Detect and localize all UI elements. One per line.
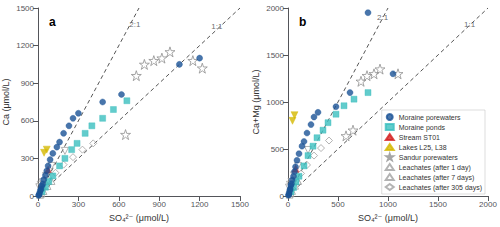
svg-text:Ca+Mg (μmol/L): Ca+Mg (μmol/L) bbox=[251, 70, 261, 135]
svg-text:2:1: 2:1 bbox=[377, 13, 389, 22]
svg-text:SO₄²⁻ (μmol/L): SO₄²⁻ (μmol/L) bbox=[358, 213, 418, 223]
svg-text:500: 500 bbox=[331, 200, 345, 209]
svg-text:600: 600 bbox=[21, 116, 35, 125]
svg-text:2000: 2000 bbox=[266, 4, 284, 13]
svg-text:300: 300 bbox=[72, 200, 86, 209]
svg-text:0: 0 bbox=[280, 192, 285, 201]
svg-text:500: 500 bbox=[271, 145, 285, 154]
svg-text:1:1: 1:1 bbox=[464, 20, 476, 29]
svg-text:Lakes L25, L38: Lakes L25, L38 bbox=[399, 144, 447, 151]
svg-text:Stream ST01: Stream ST01 bbox=[399, 134, 440, 141]
svg-text:a: a bbox=[49, 15, 56, 29]
svg-text:Leachates (after 1 day): Leachates (after 1 day) bbox=[399, 164, 471, 172]
svg-text:0: 0 bbox=[286, 200, 291, 209]
svg-text:2:1: 2:1 bbox=[129, 20, 141, 29]
svg-text:900: 900 bbox=[21, 79, 35, 88]
svg-text:1000: 1000 bbox=[379, 200, 397, 209]
svg-text:Leachates (after 305 days): Leachates (after 305 days) bbox=[399, 184, 482, 192]
svg-text:900: 900 bbox=[153, 200, 167, 209]
svg-text:0: 0 bbox=[30, 192, 35, 201]
svg-text:1200: 1200 bbox=[16, 41, 34, 50]
svg-text:SO₄²⁻ (μmol/L): SO₄²⁻ (μmol/L) bbox=[109, 213, 169, 223]
svg-text:Moraine ponds: Moraine ponds bbox=[399, 124, 446, 132]
svg-text:1000: 1000 bbox=[266, 98, 284, 107]
svg-text:1200: 1200 bbox=[191, 200, 209, 209]
svg-text:600: 600 bbox=[112, 200, 126, 209]
svg-text:Sandur porewaters: Sandur porewaters bbox=[399, 154, 459, 162]
svg-text:Moraine porewaters: Moraine porewaters bbox=[399, 114, 461, 122]
svg-text:Ca (μmol/L): Ca (μmol/L) bbox=[1, 78, 11, 125]
svg-text:Leachates (after 7 days): Leachates (after 7 days) bbox=[399, 174, 475, 182]
svg-text:0: 0 bbox=[36, 200, 41, 209]
svg-text:b: b bbox=[299, 15, 306, 29]
svg-text:1500: 1500 bbox=[16, 4, 34, 13]
svg-text:2000: 2000 bbox=[479, 200, 497, 209]
svg-text:300: 300 bbox=[21, 154, 35, 163]
svg-text:1:1: 1:1 bbox=[211, 22, 223, 31]
svg-text:1500: 1500 bbox=[266, 51, 284, 60]
svg-text:1500: 1500 bbox=[429, 200, 447, 209]
svg-text:1500: 1500 bbox=[231, 200, 249, 209]
